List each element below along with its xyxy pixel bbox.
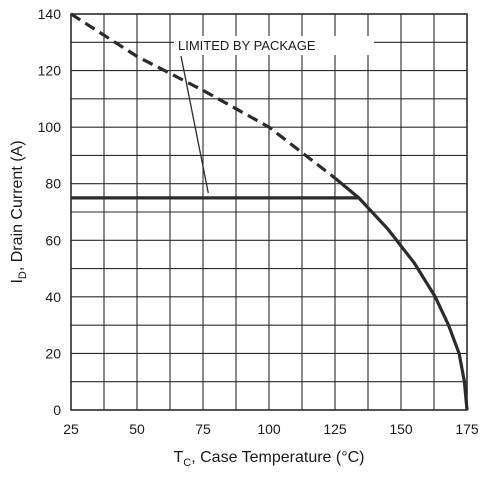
x-tick-label: 75 <box>195 421 211 437</box>
x-axis-label-text: , Case Temperature (°C) <box>191 449 364 466</box>
y-tick-label: 20 <box>45 345 61 361</box>
x-axis-label-symbol: T <box>173 449 183 466</box>
x-tick-label: 50 <box>129 421 145 437</box>
y-tick-label: 120 <box>38 63 62 79</box>
plot-border <box>70 13 468 411</box>
y-tick-label: 100 <box>38 119 62 135</box>
y-axis-label-symbol: I <box>9 279 26 283</box>
x-axis-label-subscript: C <box>183 457 191 469</box>
series-line-dashed <box>70 12 336 180</box>
y-tick-label: 80 <box>45 176 61 192</box>
x-tick-label: 150 <box>389 421 413 437</box>
plot-frame <box>70 13 468 411</box>
x-tick-label: 100 <box>257 421 281 437</box>
y-axis-label-subscript: D <box>17 271 29 279</box>
series-line-derating-curve <box>333 176 469 411</box>
grid <box>71 14 467 410</box>
y-tick-label: 60 <box>45 232 61 248</box>
x-axis-label: TC, Case Temperature (°C) <box>173 449 364 469</box>
y-tick-label: 0 <box>53 402 61 418</box>
annotation-group: LIMITED BY PACKAGE <box>174 36 374 194</box>
y-axis-label-text: , Drain Current (A) <box>9 140 26 271</box>
annotation-background <box>174 36 374 55</box>
x-tick-label: 25 <box>63 421 79 437</box>
y-tick-label: 40 <box>45 289 61 305</box>
x-tick-label: 175 <box>455 421 479 437</box>
y-axis-label: ID, Drain Current (A) <box>9 140 29 283</box>
tick-labels: 25 50 75 100 125 150 175 0 20 40 60 80 100 120 140 <box>38 6 479 437</box>
annotation-leader-line <box>180 55 209 194</box>
x-tick-label: 125 <box>323 421 347 437</box>
y-tick-label: 140 <box>38 6 62 22</box>
annotation-label: LIMITED BY PACKAGE <box>178 38 316 53</box>
series-group <box>70 12 469 411</box>
